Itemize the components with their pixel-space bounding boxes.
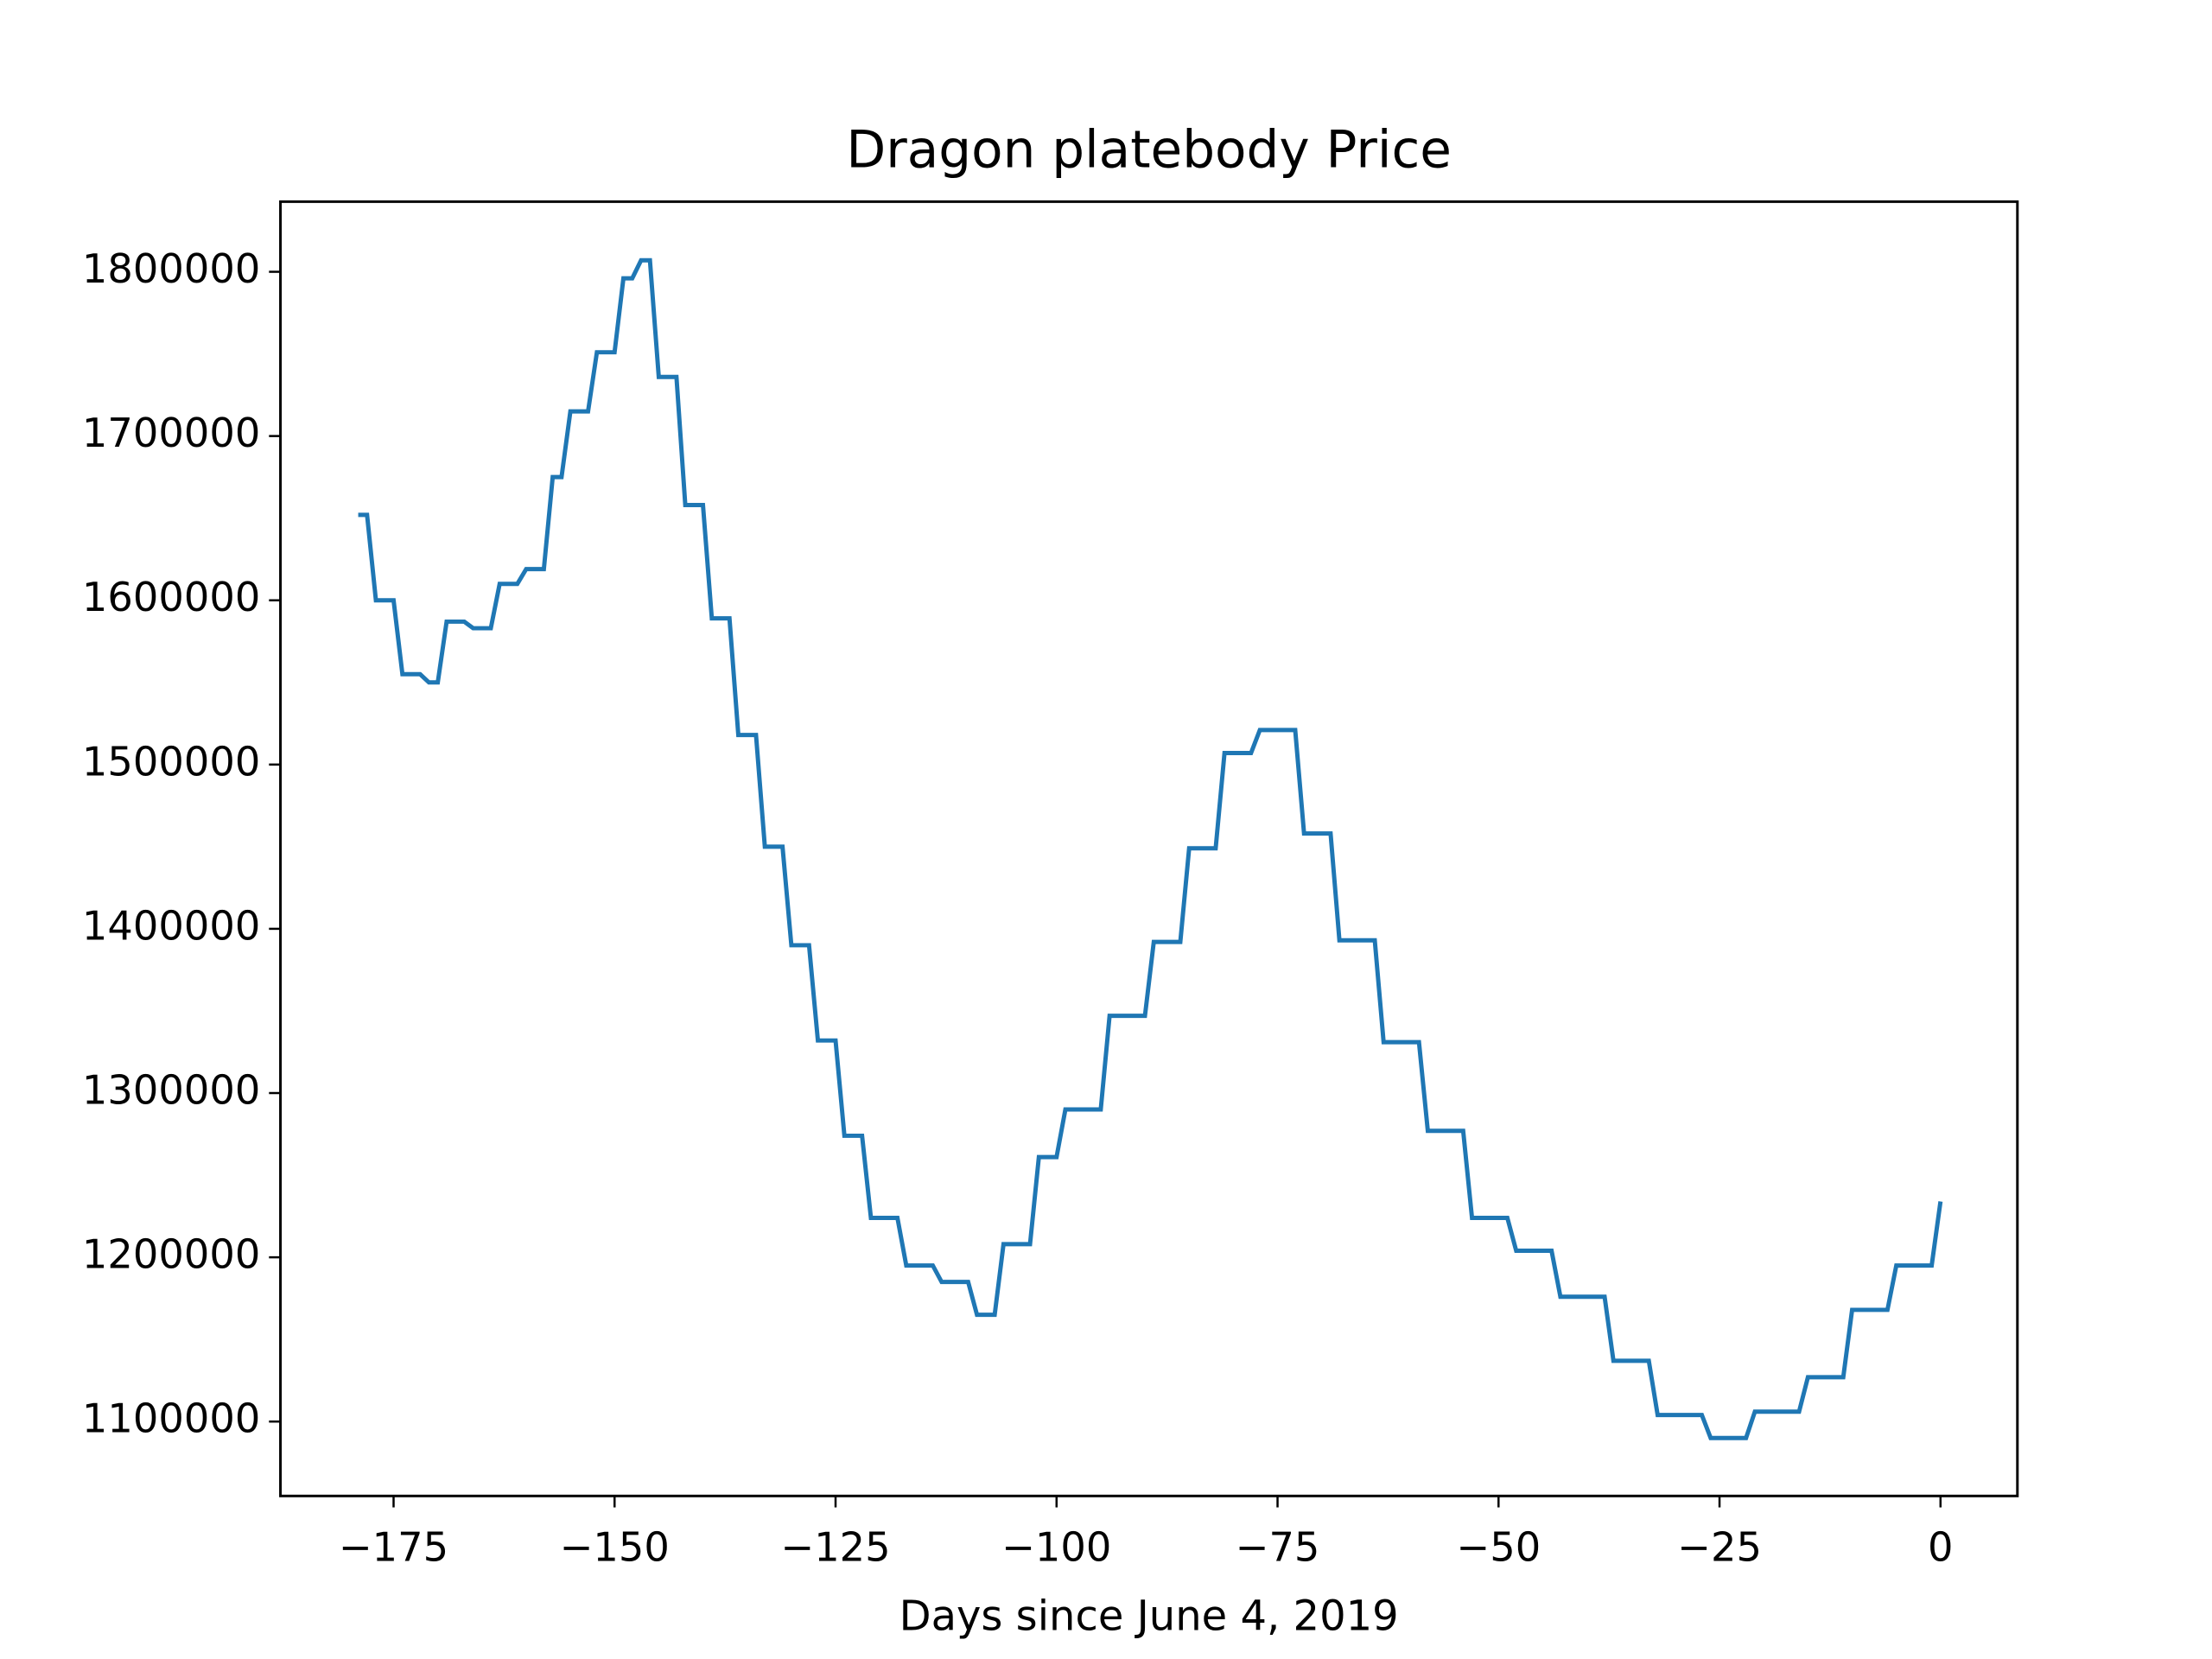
x-tick-label: −50 [1456, 1524, 1541, 1571]
x-tick-label: −175 [339, 1524, 448, 1571]
x-tick-label: −25 [1677, 1524, 1762, 1571]
x-tick-label: −100 [1001, 1524, 1111, 1571]
chart-title: Dragon platebody Price [846, 121, 1452, 181]
y-tick-label: 1700000 [82, 410, 260, 456]
y-tick-label: 1600000 [82, 574, 260, 620]
y-tick-label: 1300000 [82, 1067, 260, 1114]
x-axis-label: Days since June 4, 2019 [899, 1592, 1399, 1641]
plot-frame [279, 200, 2019, 1497]
x-tick-label: −150 [560, 1524, 670, 1571]
y-tick-label: 1800000 [82, 245, 260, 292]
x-tick-label: −125 [780, 1524, 890, 1571]
y-tick-label: 1500000 [82, 738, 260, 785]
y-tick-label: 1400000 [82, 902, 260, 949]
x-tick-label: −75 [1236, 1524, 1320, 1571]
y-tick-label: 1200000 [82, 1231, 260, 1278]
y-tick-label: 1100000 [82, 1395, 260, 1442]
x-tick-label: 0 [1928, 1524, 1954, 1571]
price-line [358, 257, 1943, 1440]
